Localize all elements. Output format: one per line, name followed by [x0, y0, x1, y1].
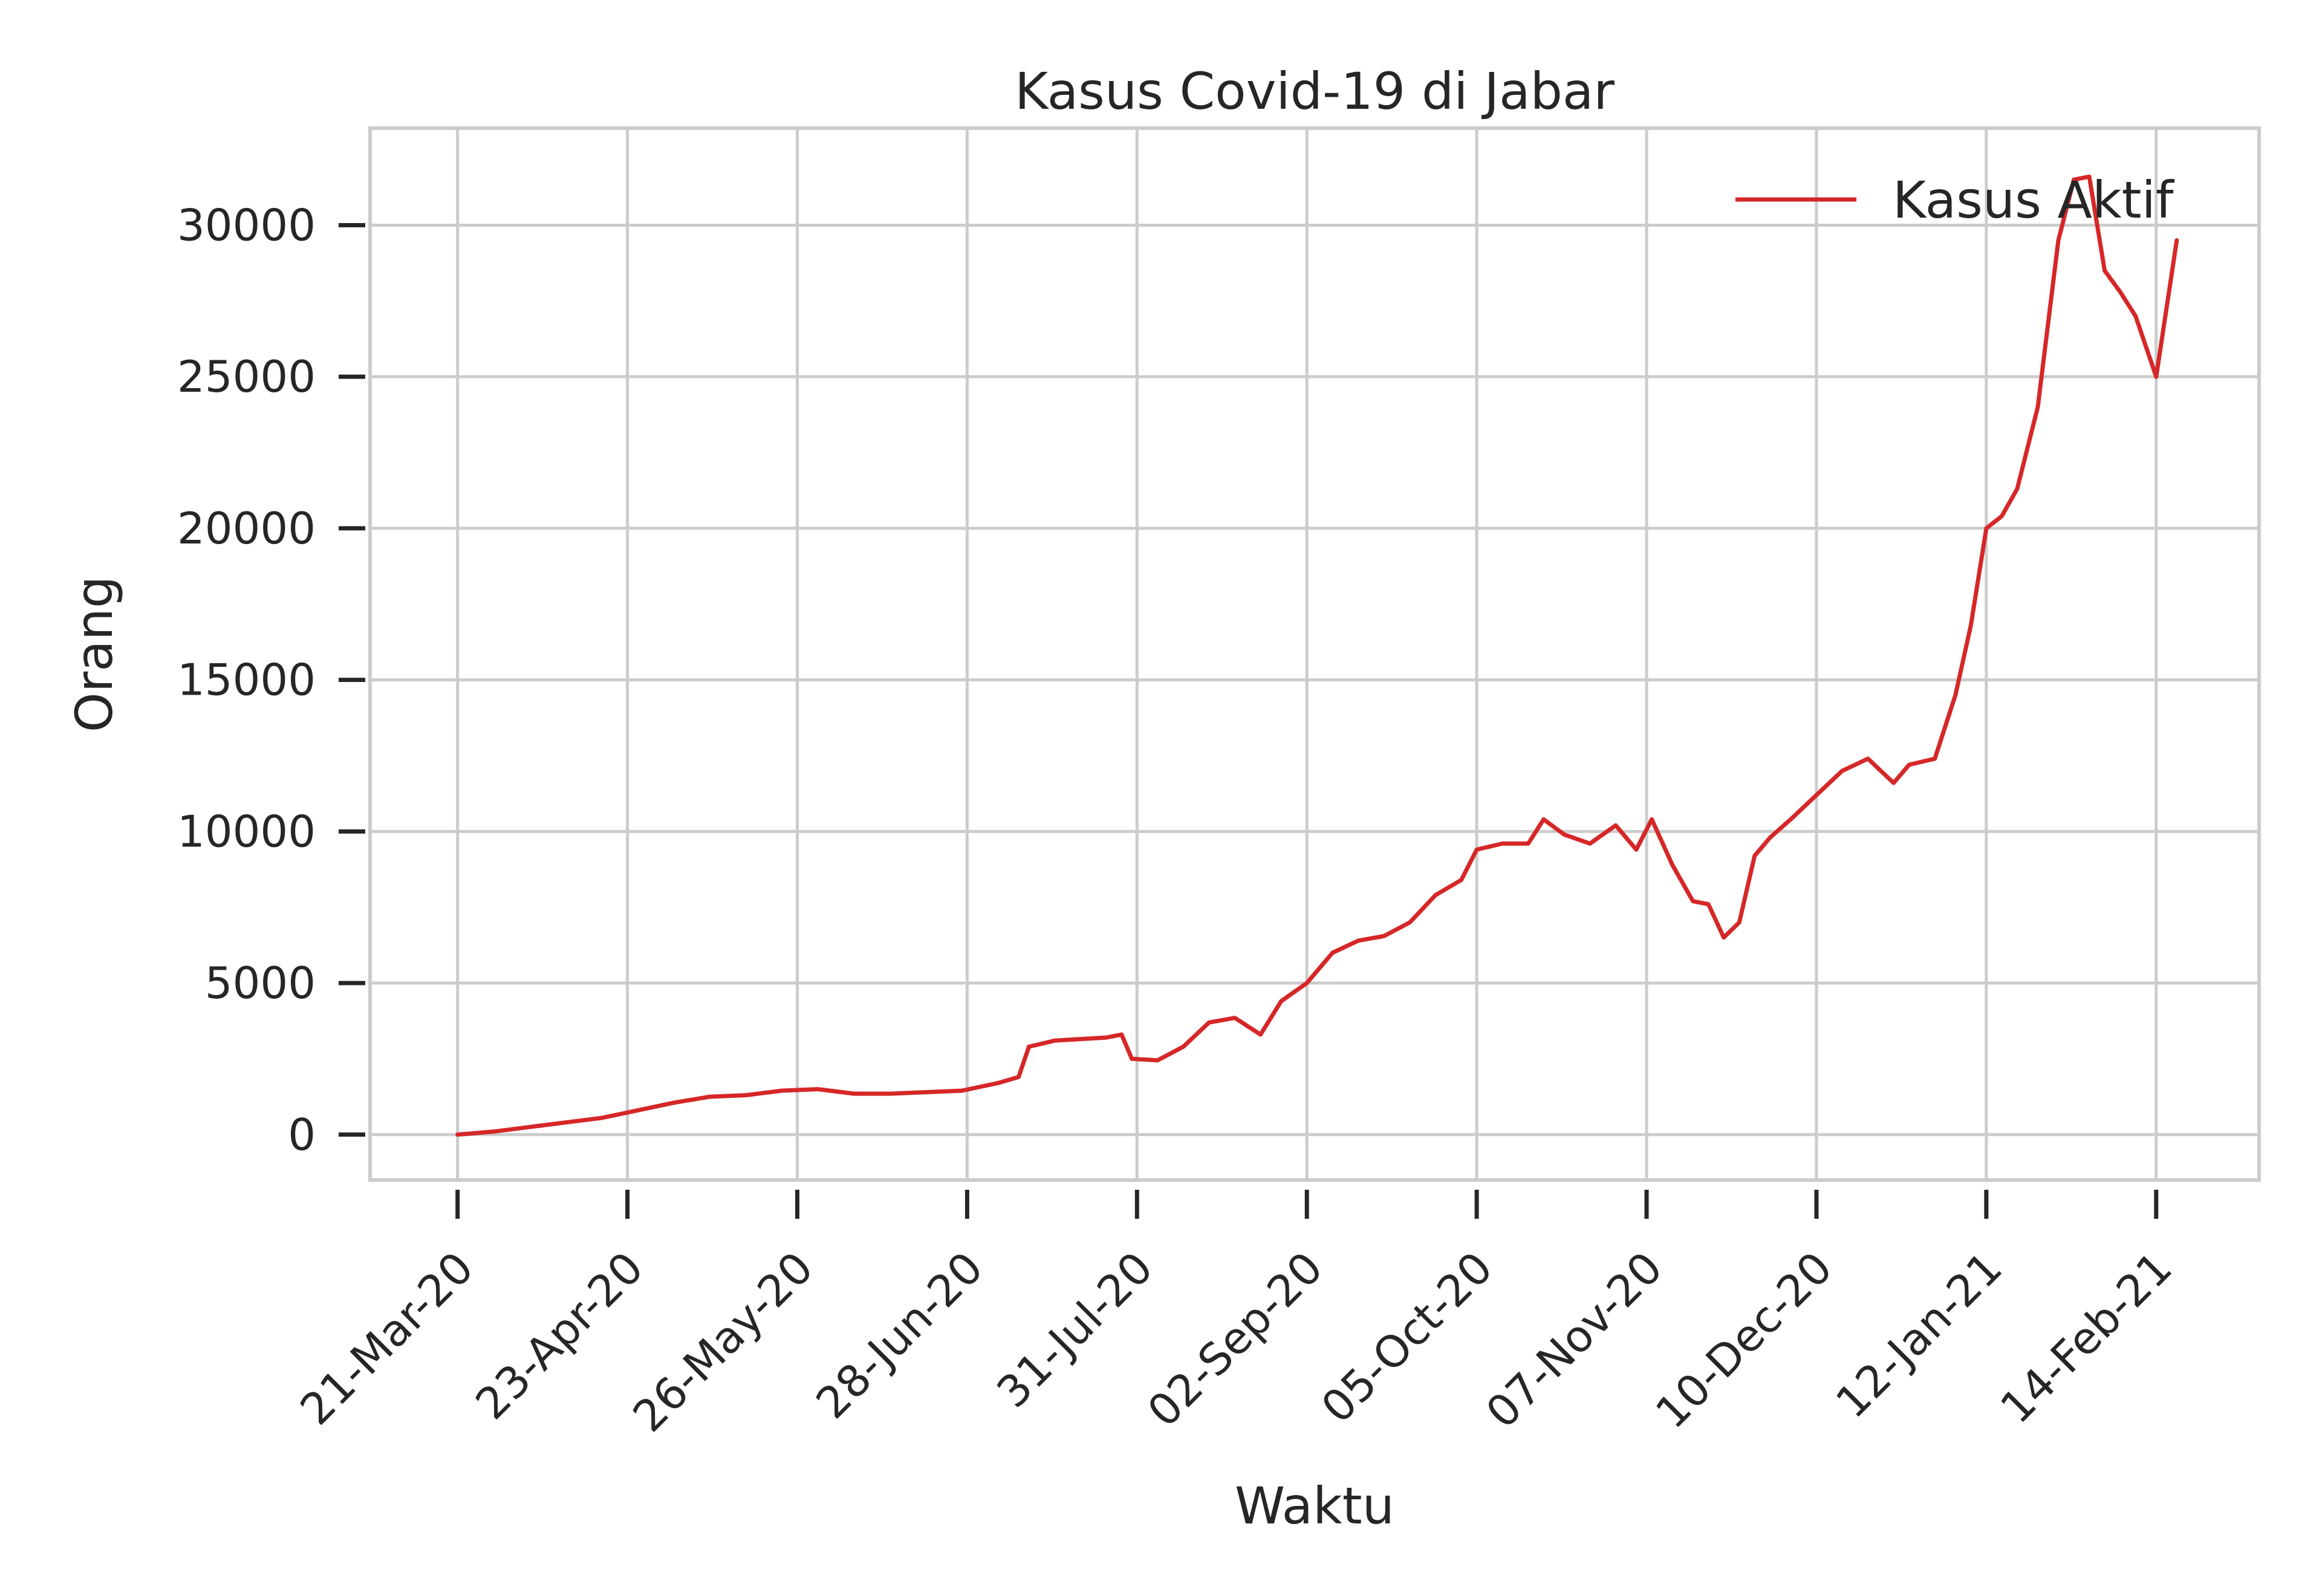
x-tick-label: 07-Nov-20	[1476, 1242, 1672, 1438]
legend-label-kasus-aktif: Kasus Aktif	[1893, 170, 2175, 230]
chart-title: Kasus Covid-19 di Jabar	[1015, 62, 1615, 121]
plot-frame	[368, 126, 2261, 1182]
x-tick-label: 23-Apr-20	[466, 1242, 652, 1429]
y-tick-label: 5000	[205, 958, 316, 1008]
x-tick-label: 10-Dec-20	[1646, 1242, 1842, 1438]
x-tick-label: 28-Jun-20	[806, 1242, 992, 1429]
series-line-kasus-aktif	[455, 174, 2179, 1137]
y-tick-label: 20000	[177, 503, 316, 554]
x-tick-labels: 21-Mar-2023-Apr-2026-May-2028-Jun-2031-J…	[290, 1242, 2182, 1442]
y-tick-labels: 0 5000 10000 15000 20000 25000 30000	[177, 199, 316, 1160]
y-axis-label: Orang	[65, 576, 124, 733]
x-tick-label: 05-Oct-20	[1312, 1242, 1502, 1433]
y-tick-label: 10000	[177, 806, 316, 857]
gridlines	[370, 128, 2259, 1180]
x-tick-label: 21-Mar-20	[290, 1242, 483, 1435]
x-tick-label: 02-Sep-20	[1138, 1242, 1333, 1437]
y-tick-label: 25000	[177, 351, 316, 402]
x-tick-label: 26-May-20	[623, 1242, 822, 1442]
x-axis-label: Waktu	[1235, 1476, 1394, 1536]
axis-ticks	[339, 222, 2159, 1219]
x-tick-label: 31-Jul-20	[987, 1242, 1162, 1418]
y-tick-label: 15000	[177, 655, 316, 706]
series-layer	[455, 174, 2179, 1137]
x-tick-label: 12-Jan-21	[1826, 1242, 2012, 1428]
y-tick-label: 30000	[177, 199, 316, 250]
y-tick-label: 0	[288, 1109, 316, 1160]
x-tick-label: 14-Feb-21	[1991, 1242, 2182, 1433]
legend: Kasus Aktif	[1735, 170, 2175, 230]
